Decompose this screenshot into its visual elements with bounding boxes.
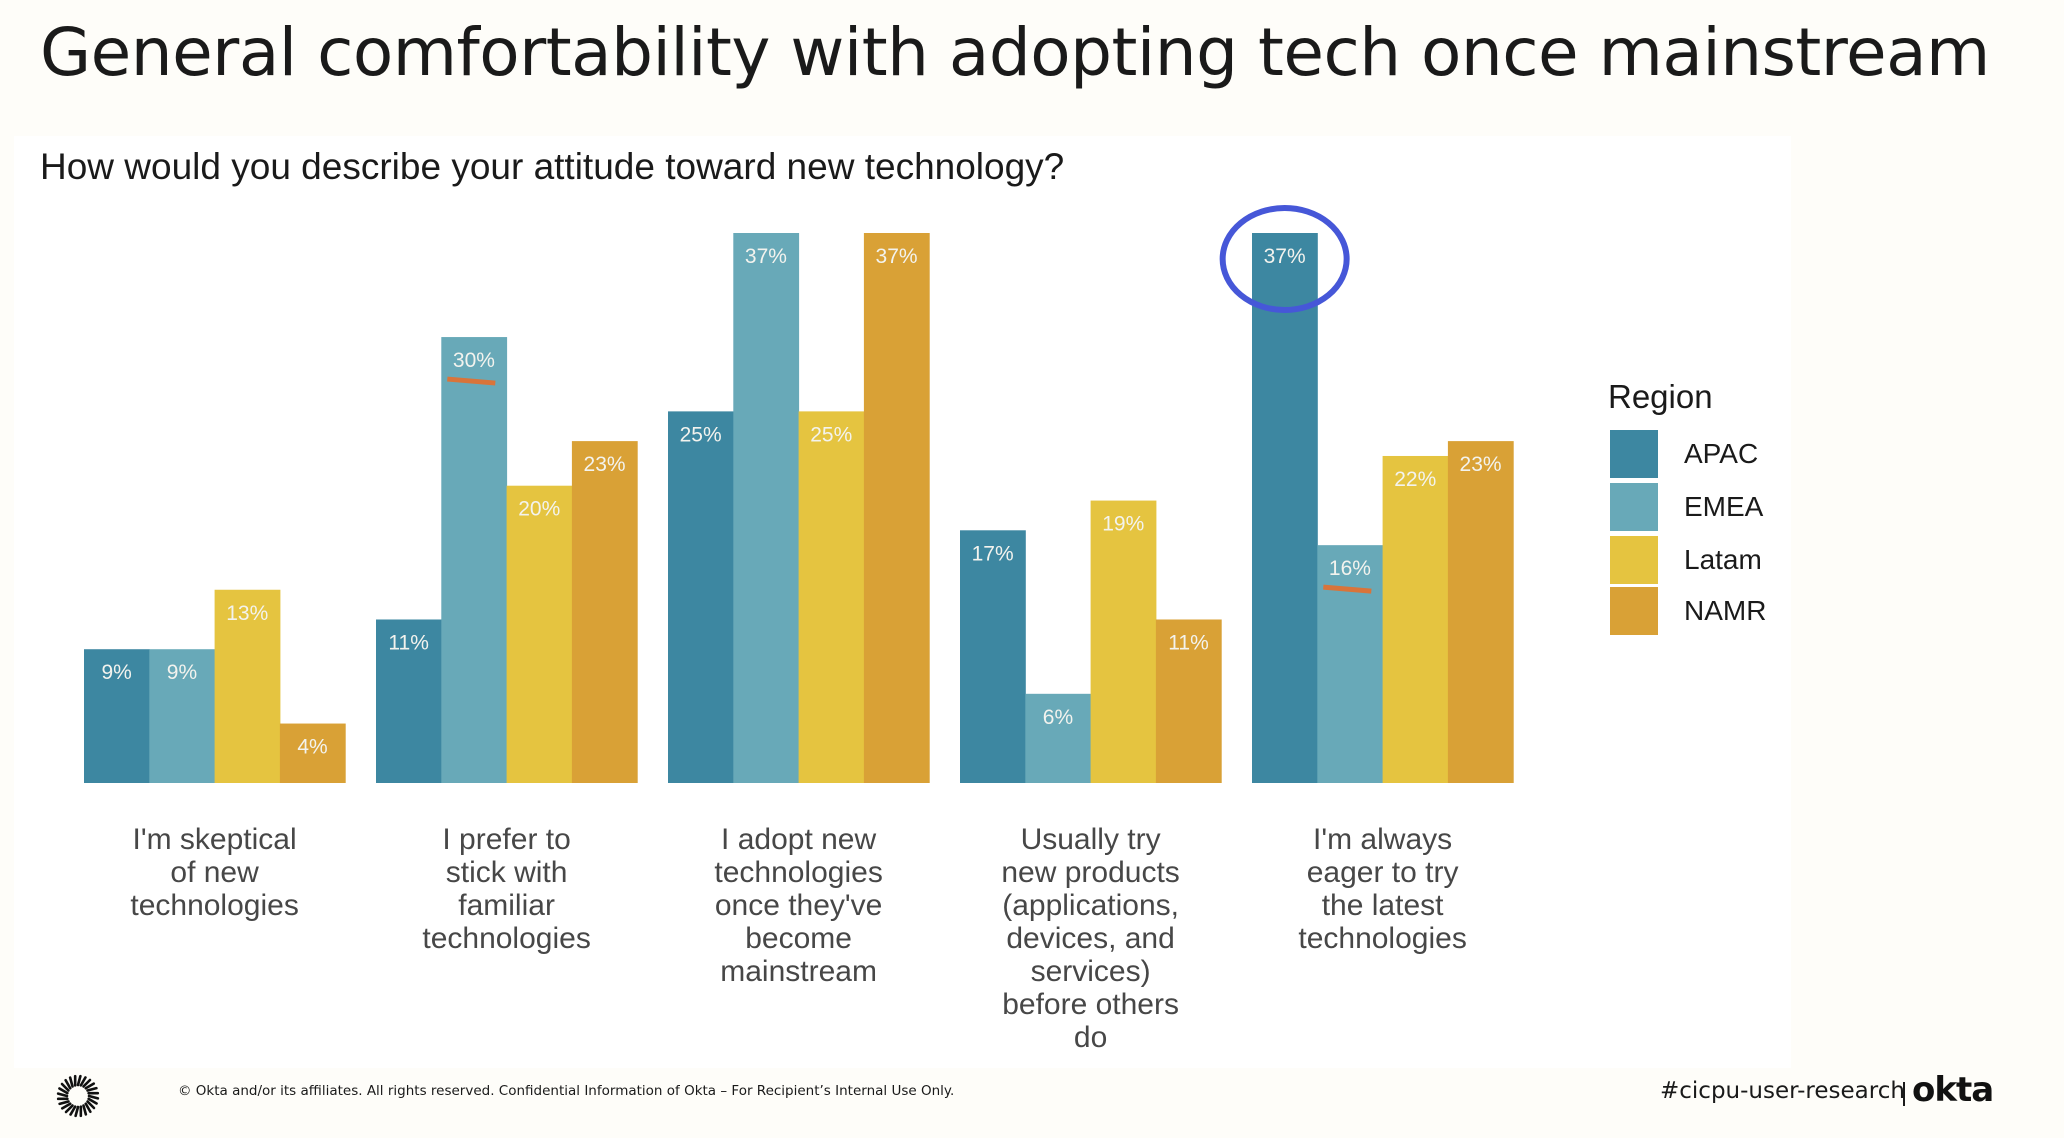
bar-emea-3: [1025, 693, 1092, 783]
sunburst-ray: [76, 1074, 82, 1087]
bar-namr-4: [1447, 441, 1514, 783]
underline-annotation: [447, 376, 496, 386]
bar-emea-0: [149, 649, 216, 783]
sunburst-ray: [58, 1100, 70, 1106]
legend-label: APAC: [1684, 438, 1759, 469]
sunburst-ray: [87, 1097, 98, 1105]
bar-latam-0: [214, 589, 281, 783]
legend-swatch: [1610, 483, 1658, 531]
bar-latam-3: [1090, 500, 1157, 783]
category-label: I'm always eager to try the latest techn…: [1298, 823, 1467, 955]
legend-swatch: [1610, 587, 1658, 635]
bar-value-label: 11%: [388, 631, 428, 654]
bar-apac-0: [84, 649, 150, 783]
bar-value-label: 11%: [1168, 631, 1208, 654]
bar-apac-1: [376, 619, 442, 783]
legend-label: Latam: [1684, 544, 1762, 575]
sunburst-ray: [86, 1086, 98, 1092]
category-label: I'm skeptical of new technologies: [130, 823, 299, 922]
legend-item-apac: APAC: [1610, 430, 1758, 478]
bar-value-label: 23%: [584, 453, 626, 476]
bar-emea-1: [441, 337, 508, 783]
footer-channel: #cicpu-user-research: [1660, 1078, 1905, 1104]
category-label: I adopt new technologies once they've be…: [714, 823, 883, 988]
bar-value-label: 16%: [1329, 557, 1371, 580]
bar-value-label: 9%: [167, 661, 197, 684]
bar-value-label: 13%: [226, 602, 268, 625]
sunburst-ray: [84, 1102, 92, 1114]
bar-value-label: 25%: [680, 423, 722, 446]
bar-latam-1: [506, 485, 573, 783]
bar-emea-2: [733, 233, 800, 783]
bar-namr-3: [1155, 619, 1222, 783]
sunburst-ray: [58, 1087, 69, 1095]
footer-separator: [1903, 1082, 1905, 1106]
footer-copyright: © Okta and/or its affiliates. All rights…: [178, 1083, 955, 1099]
sunburst-ray: [82, 1078, 92, 1088]
bar-namr-0: [279, 723, 346, 783]
sunburst-ray: [69, 1105, 77, 1116]
legend-swatch: [1610, 430, 1658, 478]
legend-item-namr: NAMR: [1610, 587, 1766, 635]
okta-logo: okta: [1912, 1070, 1994, 1110]
bar-value-label: 37%: [745, 245, 787, 268]
sunburst-ray: [64, 1104, 74, 1114]
bar-value-label: 30%: [453, 349, 495, 372]
bar-value-label: 22%: [1394, 468, 1436, 491]
sunburst-ray: [87, 1094, 100, 1100]
bar-value-label: 37%: [876, 245, 918, 268]
legend-item-latam: Latam: [1610, 536, 1762, 584]
bar-namr-2: [863, 233, 930, 783]
sunburst-ray: [60, 1082, 70, 1092]
bar-value-label: 25%: [810, 423, 852, 446]
bar-namr-1: [571, 441, 638, 783]
sunburst-ray: [56, 1092, 69, 1098]
category-label: I prefer to stick with familiar technolo…: [422, 823, 591, 955]
bar-latam-4: [1382, 455, 1449, 783]
sunburst-ray: [68, 1076, 74, 1088]
highlight-ellipse: [1219, 205, 1350, 313]
bar-value-label: 6%: [1043, 706, 1073, 729]
sunburst-ray: [60, 1102, 72, 1110]
bar-value-label: 4%: [297, 736, 327, 759]
bar-value-label: 9%: [101, 661, 131, 684]
sunburst-ray: [84, 1082, 96, 1090]
bar-apac-4: [1252, 233, 1318, 783]
underline-annotation: [1323, 584, 1372, 594]
bar-value-label: 19%: [1102, 513, 1144, 536]
chart-title: How would you describe your attitude tow…: [40, 146, 1065, 187]
legend-label: NAMR: [1684, 595, 1767, 626]
sunburst-ray: [64, 1078, 72, 1090]
bar-value-label: 23%: [1460, 453, 1502, 476]
bar-value-label: 20%: [518, 498, 560, 521]
legend-item-emea: EMEA: [1610, 483, 1763, 531]
legend-label: EMEA: [1684, 491, 1764, 522]
bar-apac-3: [960, 530, 1026, 783]
legend-swatch: [1610, 536, 1658, 584]
bar-value-label: 17%: [972, 542, 1014, 565]
sunburst-ray: [82, 1104, 88, 1116]
slide-title: General comfortability with adopting tec…: [40, 14, 1990, 91]
sunburst-ray: [74, 1105, 80, 1118]
sunburst-ray: [86, 1100, 96, 1110]
okta-sunburst-icon: [56, 1074, 100, 1118]
bar-emea-4: [1317, 545, 1384, 783]
category-label: Usually try new products (applications, …: [1001, 823, 1180, 1054]
bar-apac-2: [668, 411, 734, 783]
legend-title: Region: [1608, 378, 1713, 415]
bar-value-label: 37%: [1264, 245, 1306, 268]
sunburst-ray: [79, 1076, 87, 1087]
bar-latam-2: [798, 411, 865, 783]
